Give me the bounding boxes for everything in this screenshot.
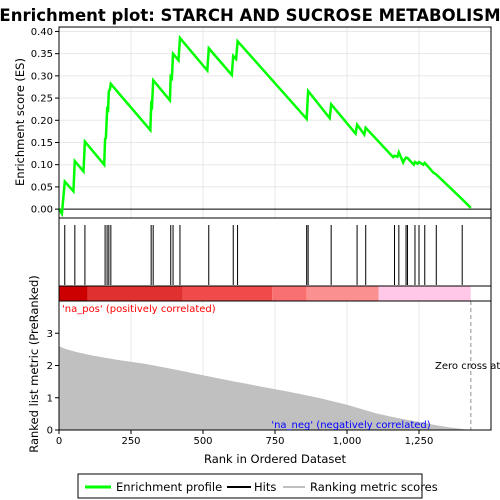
es-y-tick-label: 0.10: [31, 160, 53, 171]
neg-correlated-label: 'na_neg' (negatively correlated): [271, 420, 430, 431]
hit-markers: [64, 225, 463, 285]
pos-correlated-label: 'na_pos' (positively correlated): [62, 304, 216, 315]
gradient-band: [306, 286, 379, 301]
zero-cross-label: Zero cross at 1430: [435, 361, 500, 372]
x-tick-label: 500: [193, 436, 212, 447]
es-y-tick-label: 0.20: [31, 116, 53, 127]
legend: Enrichment profile Hits Ranking metric s…: [77, 473, 438, 499]
gradient-band: [87, 286, 183, 301]
es-y-tick-label: 0.30: [31, 71, 53, 82]
legend-profile-label: Enrichment profile: [116, 480, 222, 494]
metric-y-tick-label: 1: [47, 393, 53, 404]
es-y-tick-label: 0.40: [31, 27, 53, 38]
metric-y-tick-label: 3: [47, 329, 53, 340]
x-tick-label: 1,000: [333, 436, 362, 447]
metric-y-tick-label: 0: [47, 426, 53, 437]
x-axis-label: Rank in Ordered Dataset: [204, 452, 347, 466]
es-y-tick-label: 0.15: [31, 138, 53, 149]
enrichment-profile-line: [57, 34, 472, 218]
es-y-tick-label: 0.25: [31, 94, 53, 105]
x-ticks: 0 250 500 750 1,000 1,250: [56, 430, 434, 447]
es-y-tick-label: 0.35: [31, 49, 53, 60]
x-tick-label: 750: [265, 436, 284, 447]
ranking-metric-area: [59, 346, 471, 430]
es-y-ticks: 0.00 0.05 0.10 0.15 0.20 0.25 0.30 0.35 0.40: [31, 27, 59, 216]
es-y-tick-label: 0.00: [31, 205, 53, 216]
metric-y-ticks: 0 1 2 3: [47, 329, 59, 437]
gradient-band: [378, 286, 471, 301]
chart-title: Enrichment plot: STARCH AND SUCROSE META…: [0, 6, 500, 25]
metric-panel: 0 1 2 3 'na_pos' (positively correlated) 'n…: [47, 300, 500, 437]
es-y-tick-label: 0.05: [31, 182, 53, 193]
metric-y-label: Ranked list metric (PreRanked): [27, 275, 41, 453]
gradient-band: [59, 286, 88, 301]
hits-panel: [58, 217, 492, 287]
gradient-band: [470, 286, 491, 301]
legend-hits-label: Hits: [254, 480, 276, 494]
metric-y-tick-label: 2: [47, 361, 53, 372]
legend-metric-label: Ranking metric scores: [310, 480, 438, 494]
es-y-label: Enrichment score (ES): [13, 58, 27, 186]
gradient-band: [272, 286, 307, 301]
gradient-band: [182, 286, 273, 301]
x-tick-label: 0: [56, 436, 62, 447]
x-tick-label: 1,250: [405, 436, 434, 447]
x-tick-label: 250: [121, 436, 140, 447]
gradient-bar: [58, 285, 492, 302]
es-panel: 0.00 0.05 0.10 0.15 0.20 0.25 0.30 0.35 0.40: [31, 26, 492, 219]
